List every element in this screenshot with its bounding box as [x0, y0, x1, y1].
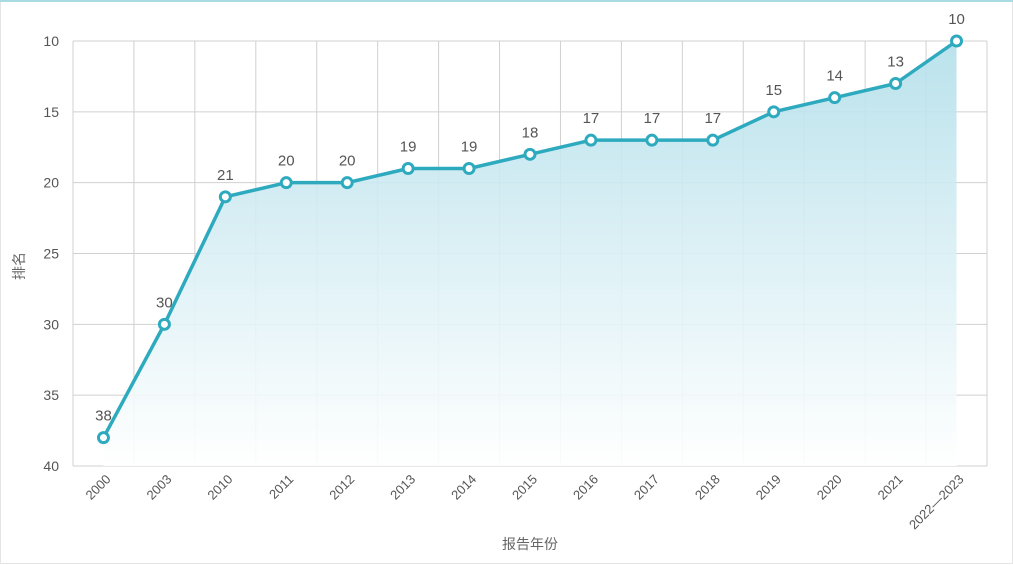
data-point — [950, 34, 964, 48]
x-tick-label: 2000 — [83, 472, 114, 503]
data-point — [767, 105, 781, 119]
y-tick-label: 20 — [43, 175, 59, 191]
data-point — [584, 133, 598, 147]
x-tick-label: 2014 — [448, 472, 479, 503]
data-label: 17 — [644, 110, 661, 127]
data-point — [218, 190, 232, 204]
y-tick-label: 15 — [43, 104, 59, 120]
y-tick-label: 35 — [43, 387, 59, 403]
x-tick-label: 2018 — [692, 472, 723, 503]
data-point — [279, 176, 293, 190]
x-tick-label: 2012 — [326, 472, 357, 503]
x-tick-label: 2016 — [570, 472, 601, 503]
x-tick-label: 2015 — [509, 472, 540, 503]
x-tick-label: 2017 — [631, 472, 662, 503]
data-label: 13 — [887, 54, 904, 71]
data-label: 38 — [95, 408, 112, 425]
data-point — [523, 147, 537, 161]
x-tick-label: 2019 — [753, 472, 784, 503]
data-label: 30 — [156, 294, 173, 311]
data-point — [828, 91, 842, 105]
y-tick-label: 30 — [43, 316, 59, 332]
x-axis-title: 报告年份 — [502, 536, 558, 552]
data-label: 17 — [704, 110, 721, 127]
y-tick-label: 10 — [43, 33, 59, 49]
data-point — [157, 317, 171, 331]
data-point — [340, 176, 354, 190]
data-label: 14 — [826, 68, 843, 85]
x-tick-label: 2003 — [143, 472, 174, 503]
data-label: 15 — [765, 82, 782, 99]
data-label: 17 — [583, 110, 600, 127]
area-fill — [103, 41, 957, 466]
x-tick-label: 2021 — [875, 472, 906, 503]
data-label: 21 — [217, 167, 234, 184]
top-accent-bar — [0, 0, 1013, 2]
y-tick-label: 25 — [43, 246, 59, 262]
data-point — [889, 77, 903, 90]
data-point — [401, 162, 415, 175]
data-point — [96, 431, 110, 445]
x-tick-label: 2011 — [266, 472, 296, 502]
x-tick-label: 2010 — [204, 472, 235, 503]
data-label: 19 — [400, 139, 417, 156]
x-tick-label: 2022—2023 — [906, 472, 967, 533]
data-label: 20 — [278, 153, 295, 170]
data-label: 19 — [461, 139, 478, 156]
data-point — [645, 133, 659, 147]
data-point — [706, 133, 720, 147]
data-point — [462, 162, 476, 175]
y-tick-label: 40 — [43, 458, 59, 474]
data-label: 20 — [339, 153, 356, 170]
data-label: 18 — [522, 124, 539, 141]
y-axis-title: 排名 — [11, 252, 27, 280]
data-label: 10 — [948, 11, 965, 28]
x-tick-label: 2020 — [814, 472, 845, 503]
x-tick-label: 2013 — [387, 472, 418, 503]
